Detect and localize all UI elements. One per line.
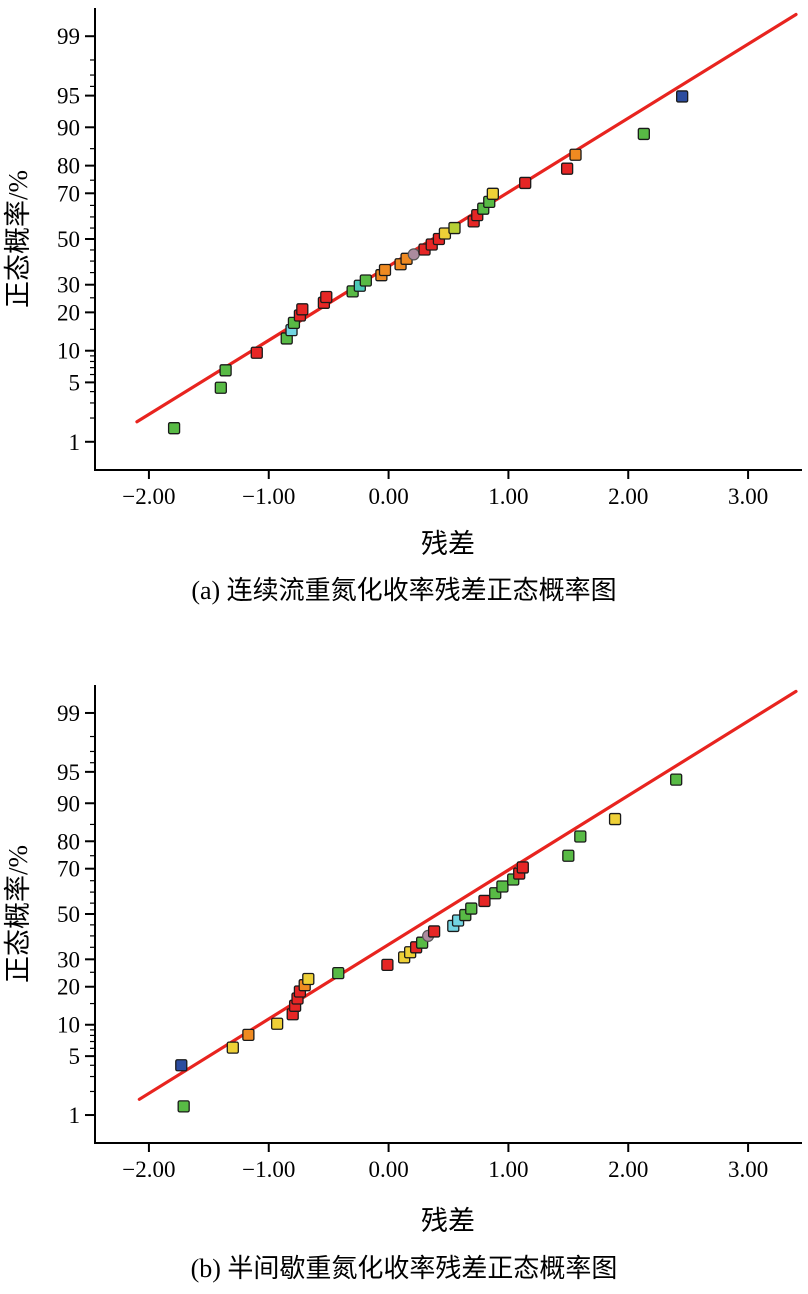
x-tick-label: −2.00 [122, 1157, 175, 1182]
data-point-square [637, 127, 650, 141]
chart-a-caption: (a) 连续流重氮化收率残差正态概率图 [191, 576, 616, 605]
y-tick-label: 50 [57, 227, 80, 252]
y-tick-label: 30 [57, 273, 80, 298]
data-point-square [378, 263, 392, 277]
y-tick-label: 99 [57, 24, 80, 49]
chart-a-x-axis-title: 残差 [421, 529, 475, 559]
trend-line [135, 12, 798, 424]
y-tick-label: 90 [57, 115, 80, 140]
y-tick-label: 50 [57, 902, 80, 927]
x-tick-label: 0.00 [368, 484, 408, 509]
data-point-square [560, 162, 574, 175]
x-tick-label: 2.00 [608, 1157, 648, 1182]
axis-frame [94, 8, 802, 471]
axis-frame [94, 685, 802, 1144]
data-point-square [214, 381, 227, 394]
y-tick-label: 10 [57, 1013, 80, 1038]
data-point-square [427, 925, 441, 938]
x-tick-label: 1.00 [488, 484, 528, 509]
data-point-square [496, 880, 509, 893]
chart-b-canvas: 1 5 10 20 30 50 70 80 90 95 99 −2.00 −1.00 0.00 1.00 2.… [3, 685, 802, 1283]
data-point-square [359, 274, 372, 287]
data-point-square [175, 1059, 188, 1072]
data-point-square [569, 148, 582, 161]
data-point-square [250, 346, 263, 359]
y-tick-label: 30 [57, 947, 80, 972]
data-point-square [486, 187, 499, 200]
x-tick-label: 2.00 [608, 484, 648, 509]
y-tick-label: 70 [57, 181, 80, 206]
data-point-square [574, 830, 587, 843]
x-tick-label: −2.00 [122, 484, 175, 509]
y-tick-label: 70 [57, 857, 80, 882]
y-tick-label: 1 [69, 430, 81, 455]
data-point-square [478, 894, 491, 908]
data-point-square [608, 812, 622, 826]
data-point-square [516, 861, 529, 874]
data-point-square [167, 422, 181, 435]
y-tick-label: 80 [57, 829, 80, 854]
x-tick-label: 3.00 [728, 484, 768, 509]
data-point-square [676, 90, 689, 103]
data-point-square [302, 972, 315, 986]
y-tick-label: 1 [69, 1103, 81, 1128]
x-tick-label: −1.00 [242, 1157, 295, 1182]
data-point-square [448, 221, 461, 235]
y-tick-label: 20 [57, 300, 80, 325]
data-point-circle [407, 248, 420, 261]
data-point-square [296, 303, 309, 316]
y-tick-label: 95 [57, 760, 80, 785]
data-point-square [177, 1100, 190, 1113]
chart-b-x-axis-title: 残差 [421, 1206, 475, 1236]
data-point-square [670, 773, 683, 786]
y-tick-label: 10 [57, 339, 80, 364]
chart-b-y-axis-title: 正态概率/% [3, 845, 33, 983]
data-point-square [519, 176, 532, 190]
data-point-square [465, 902, 478, 915]
chart-b: 1 5 10 20 30 50 70 80 90 95 99 −2.00 −1.00 0.00 1.00 2.… [0, 647, 808, 1294]
y-tick-label: 90 [57, 791, 80, 816]
chart-b-plot-area: 1 5 10 20 30 50 70 80 90 95 99 −2.00 −1.00 0.00 1.00 2.… [57, 685, 802, 1182]
data-point-square [332, 966, 345, 980]
chart-a-y-axis-title: 正态概率/% [3, 170, 33, 308]
data-point-square [320, 290, 333, 304]
data-point-square [219, 364, 232, 377]
data-point-square [562, 849, 575, 862]
y-tick-label: 5 [69, 1044, 81, 1069]
y-tick-label: 20 [57, 975, 80, 1000]
x-tick-label: 3.00 [728, 1157, 768, 1182]
y-tick-label: 95 [57, 84, 80, 109]
y-tick-label: 5 [69, 370, 81, 395]
y-tick-label: 80 [57, 154, 80, 179]
chart-b-caption: (b) 半间歇重氮化收率残差正态概率图 [191, 1254, 618, 1283]
data-point-square [226, 1041, 239, 1054]
chart-a: 1 5 10 20 30 50 70 80 90 95 99 −2.00 −1.00 0.00 1.00 2.… [3, 8, 802, 605]
x-tick-label: 1.00 [488, 1157, 528, 1182]
data-point-square [242, 1028, 255, 1041]
y-tick-label: 99 [57, 701, 80, 726]
data-point-square [381, 958, 394, 972]
trend-line [137, 689, 798, 1101]
data-point-square [270, 1017, 284, 1030]
x-tick-label: −1.00 [242, 484, 295, 509]
x-tick-label: 0.00 [368, 1157, 408, 1182]
